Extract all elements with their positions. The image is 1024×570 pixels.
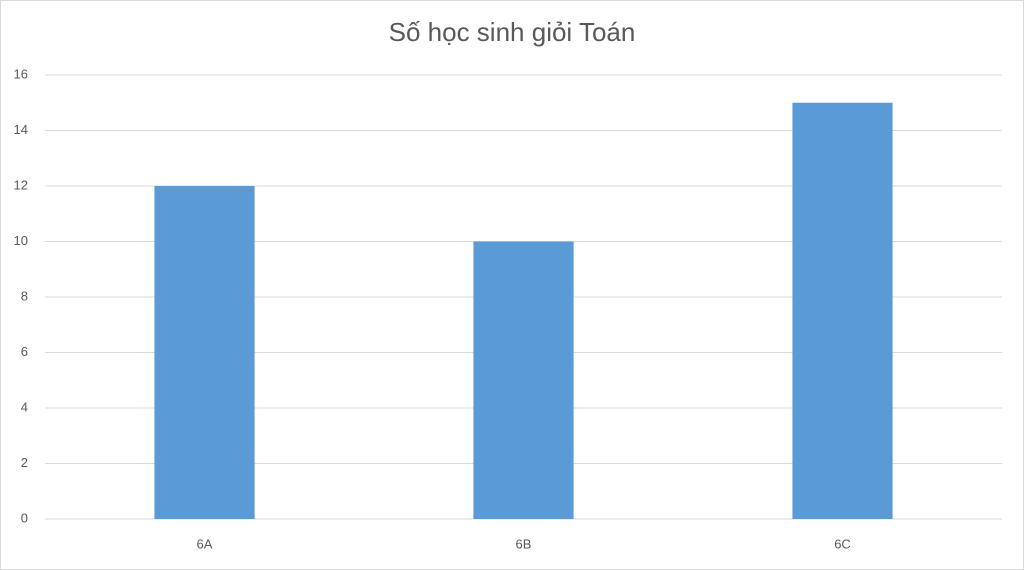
x-tick-label: 6A <box>197 536 213 551</box>
chart-title: Số học sinh giỏi Toán <box>389 17 636 47</box>
y-tick-label: 4 <box>21 399 28 414</box>
y-tick-label: 8 <box>21 288 28 303</box>
y-tick-label: 10 <box>14 233 28 248</box>
y-tick-label: 12 <box>14 177 28 192</box>
bar <box>792 102 893 519</box>
y-tick-label: 16 <box>14 66 28 81</box>
bar <box>473 241 574 519</box>
y-tick-label: 14 <box>14 122 28 137</box>
x-tick-label: 6C <box>834 536 851 551</box>
y-tick-label: 0 <box>21 510 28 525</box>
x-tick-label: 6B <box>516 536 532 551</box>
y-tick-label: 6 <box>21 344 28 359</box>
bar <box>154 186 255 519</box>
y-tick-label: 2 <box>21 455 28 470</box>
